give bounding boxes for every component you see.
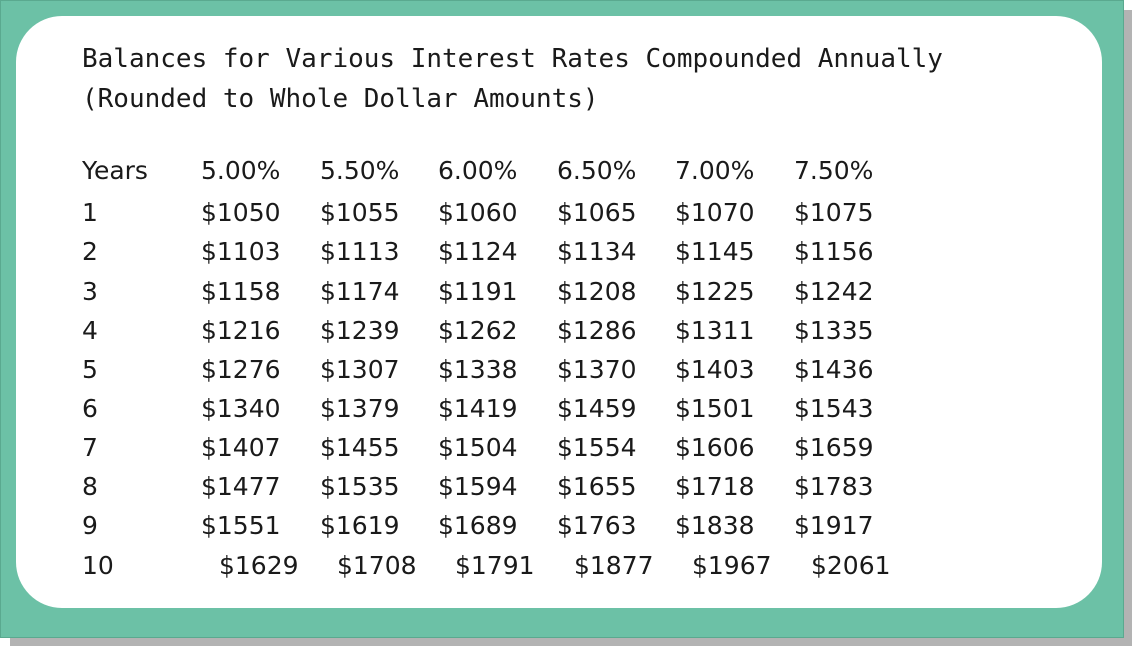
- balance-cell: $1379: [320, 394, 400, 423]
- balance-cell: $1158: [201, 277, 281, 306]
- balance-cell: $1594: [438, 472, 518, 501]
- balance-cell: $1124: [438, 237, 518, 266]
- balance-cell: $1174: [320, 277, 400, 306]
- header-rate: 7.00%: [675, 156, 755, 185]
- balance-cell: $1659: [794, 433, 874, 462]
- balance-cell: $1403: [675, 355, 755, 384]
- balance-cell: $1262: [438, 316, 518, 345]
- header-rate: 6.50%: [557, 156, 637, 185]
- balance-cell: $1156: [794, 237, 874, 266]
- balance-cell: $2061: [811, 551, 891, 580]
- balance-cell: $1477: [201, 472, 281, 501]
- document-title: Balances for Various Interest Rates Comp…: [82, 44, 943, 74]
- balance-cell: $1370: [557, 355, 637, 384]
- year-cell: 1: [82, 198, 98, 227]
- balance-cell: $1917: [794, 511, 874, 540]
- balance-cell: $1967: [692, 551, 772, 580]
- balance-cell: $1216: [201, 316, 281, 345]
- header-rate: 5.50%: [320, 156, 400, 185]
- balance-cell: $1286: [557, 316, 637, 345]
- year-cell: 5: [82, 355, 98, 384]
- balance-cell: $1208: [557, 277, 637, 306]
- balance-cell: $1763: [557, 511, 637, 540]
- balance-cell: $1335: [794, 316, 874, 345]
- balance-cell: $1075: [794, 198, 874, 227]
- header-rate: 6.00%: [438, 156, 518, 185]
- balance-cell: $1070: [675, 198, 755, 227]
- balance-cell: $1340: [201, 394, 281, 423]
- year-cell: 2: [82, 237, 98, 266]
- balance-cell: $1708: [337, 551, 417, 580]
- balance-cell: $1145: [675, 237, 755, 266]
- header-years: Years: [82, 156, 148, 185]
- year-cell: 3: [82, 277, 98, 306]
- balance-cell: $1689: [438, 511, 518, 540]
- balance-cell: $1783: [794, 472, 874, 501]
- year-cell: 8: [82, 472, 98, 501]
- balance-cell: $1276: [201, 355, 281, 384]
- balance-cell: $1877: [574, 551, 654, 580]
- year-cell: 9: [82, 511, 98, 540]
- balance-cell: $1134: [557, 237, 637, 266]
- balance-cell: $1307: [320, 355, 400, 384]
- balance-cell: $1629: [219, 551, 299, 580]
- balance-cell: $1459: [557, 394, 637, 423]
- balance-cell: $1551: [201, 511, 281, 540]
- balance-cell: $1504: [438, 433, 518, 462]
- table-card: [16, 16, 1102, 608]
- balance-cell: $1055: [320, 198, 400, 227]
- balance-cell: $1619: [320, 511, 400, 540]
- balance-cell: $1554: [557, 433, 637, 462]
- balance-cell: $1838: [675, 511, 755, 540]
- document-subtitle: (Rounded to Whole Dollar Amounts): [82, 84, 599, 114]
- balance-cell: $1419: [438, 394, 518, 423]
- balance-cell: $1311: [675, 316, 755, 345]
- balance-cell: $1436: [794, 355, 874, 384]
- header-rate: 7.50%: [794, 156, 874, 185]
- header-rate: 5.00%: [201, 156, 281, 185]
- balance-cell: $1242: [794, 277, 874, 306]
- balance-cell: $1655: [557, 472, 637, 501]
- balance-cell: $1338: [438, 355, 518, 384]
- balance-cell: $1535: [320, 472, 400, 501]
- balance-cell: $1103: [201, 237, 281, 266]
- balance-cell: $1050: [201, 198, 281, 227]
- balance-cell: $1065: [557, 198, 637, 227]
- balance-cell: $1225: [675, 277, 755, 306]
- year-cell: 7: [82, 433, 98, 462]
- balance-cell: $1407: [201, 433, 281, 462]
- balance-cell: $1191: [438, 277, 518, 306]
- balance-cell: $1455: [320, 433, 400, 462]
- year-cell: 6: [82, 394, 98, 423]
- balance-cell: $1113: [320, 237, 400, 266]
- balance-cell: $1543: [794, 394, 874, 423]
- balance-cell: $1239: [320, 316, 400, 345]
- balance-cell: $1606: [675, 433, 755, 462]
- balance-cell: $1791: [455, 551, 535, 580]
- balance-cell: $1718: [675, 472, 755, 501]
- balance-cell: $1060: [438, 198, 518, 227]
- balance-cell: $1501: [675, 394, 755, 423]
- year-cell: 4: [82, 316, 98, 345]
- year-cell: 10: [82, 551, 114, 580]
